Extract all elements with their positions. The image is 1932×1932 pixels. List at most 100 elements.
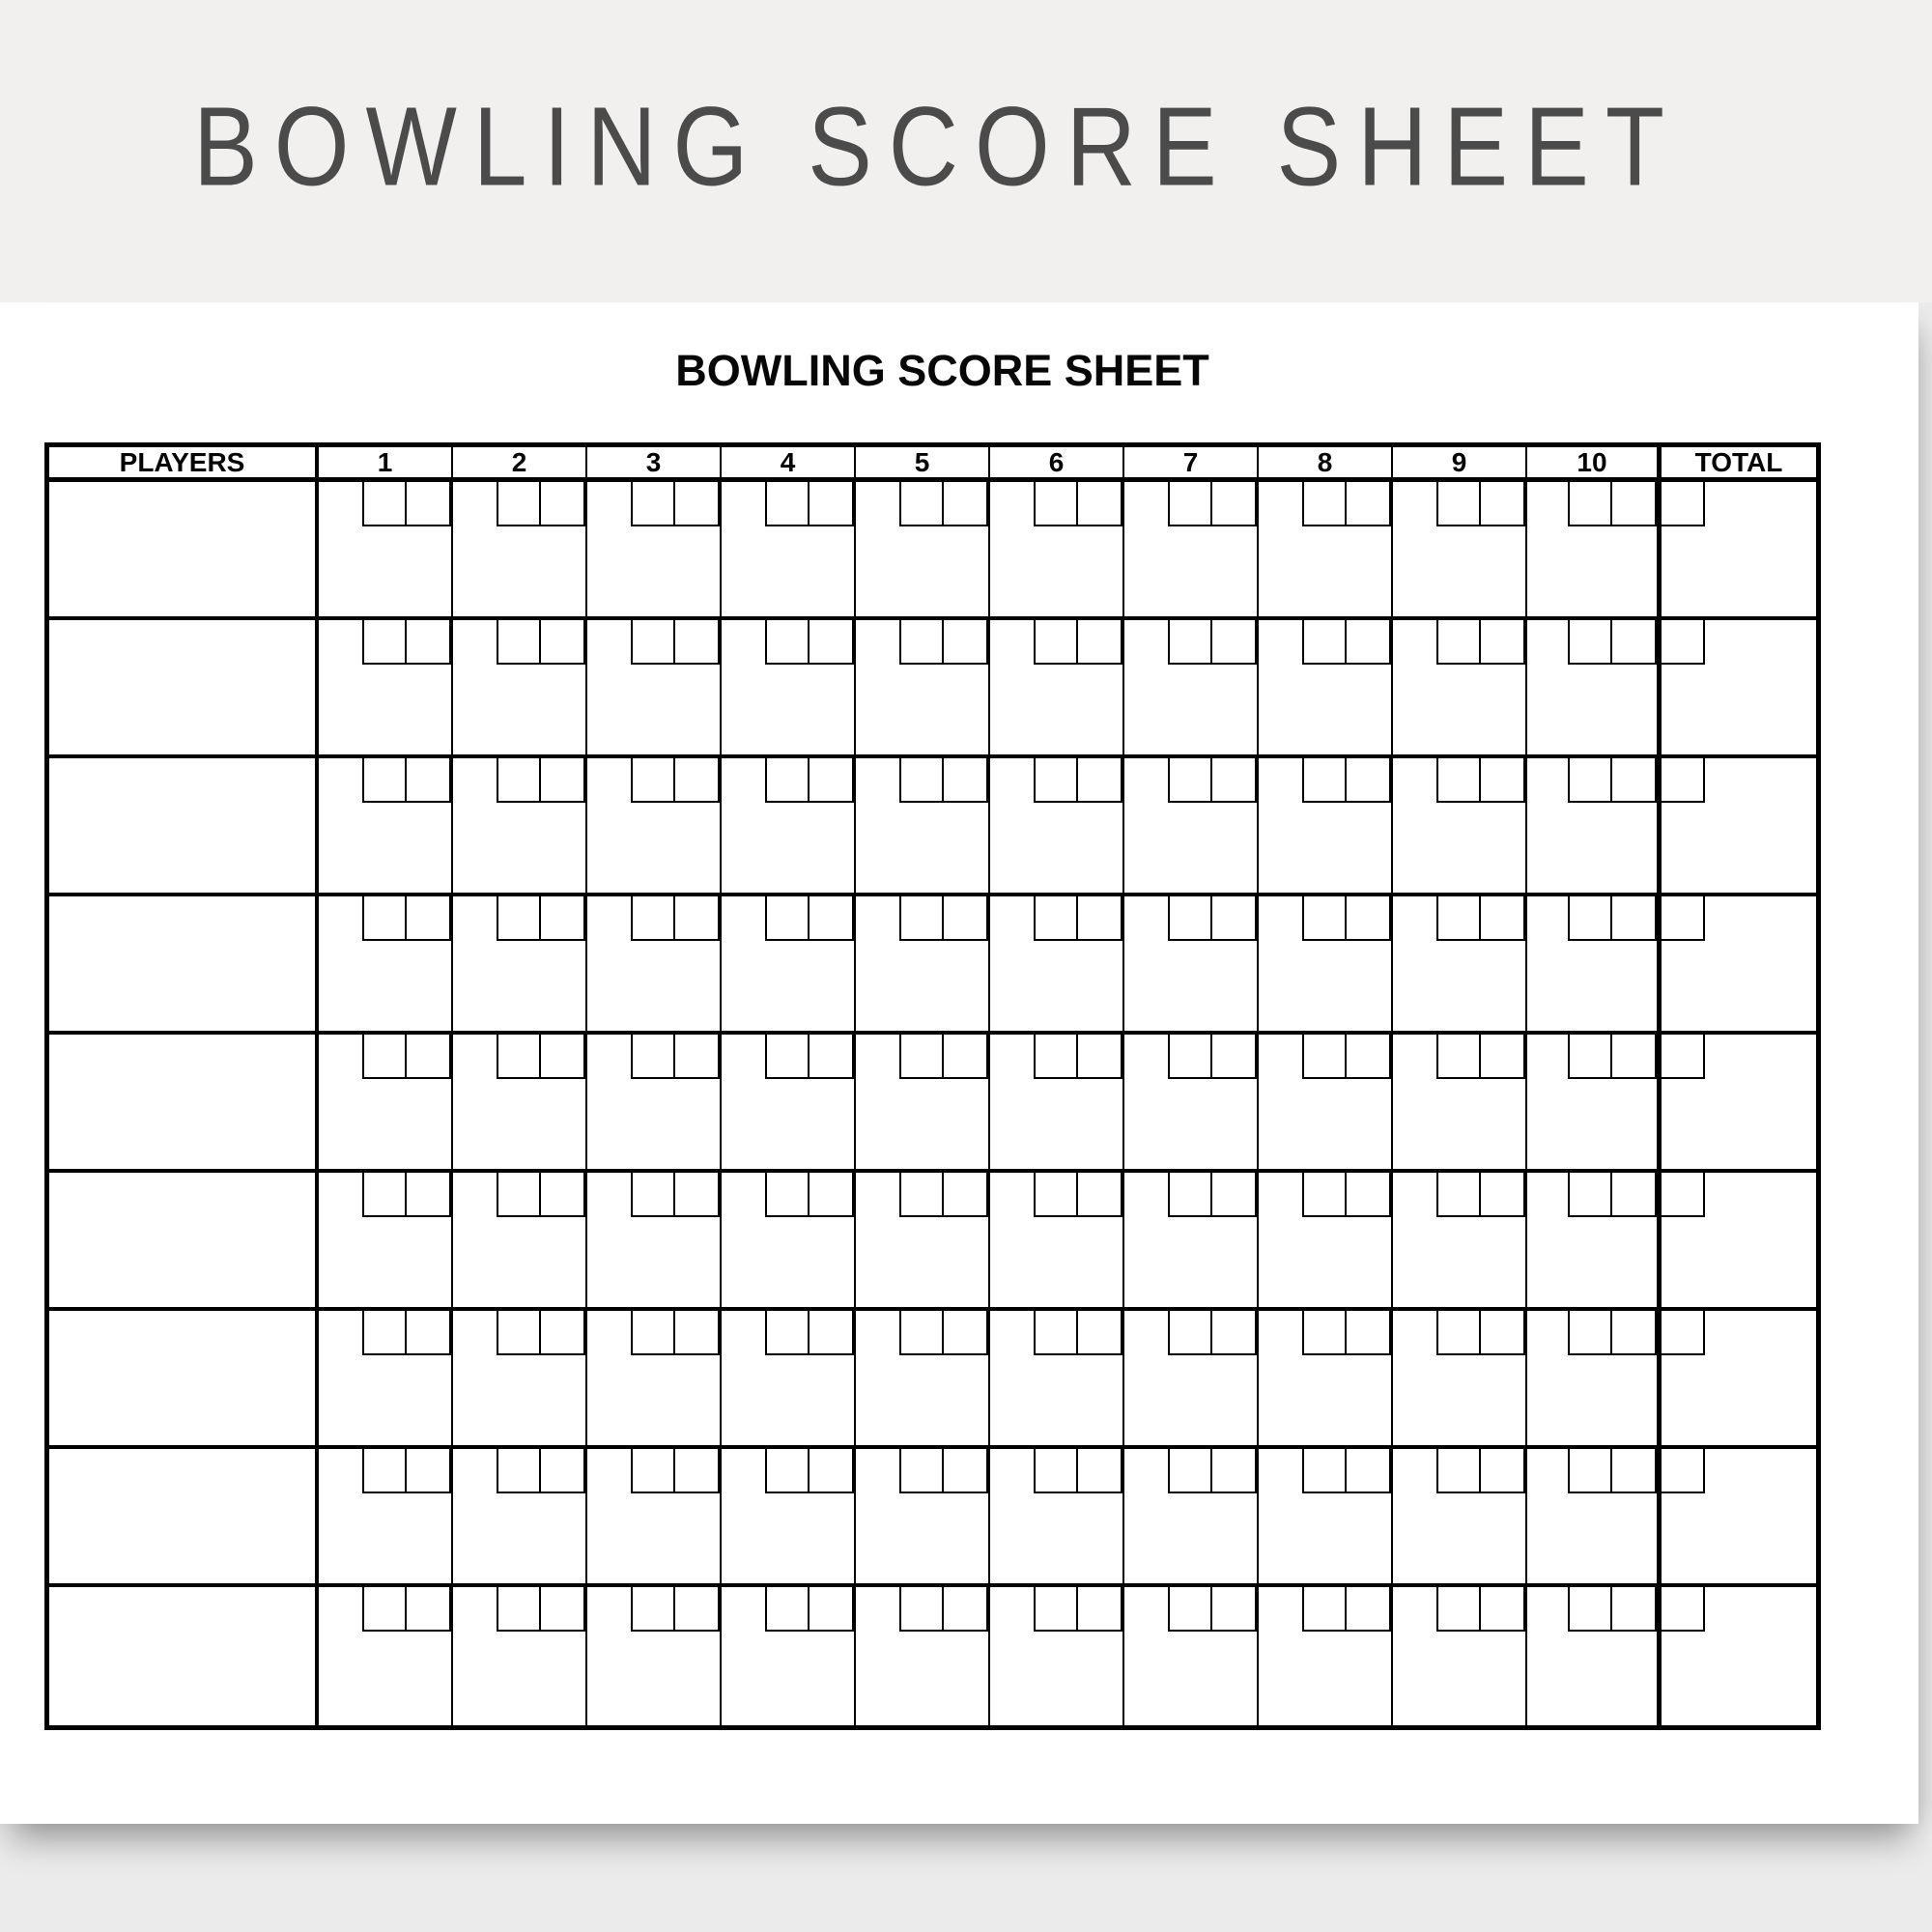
second-throw-box — [944, 896, 988, 941]
throw-boxes — [1168, 482, 1257, 526]
second-throw-box — [1212, 896, 1257, 941]
frame-cell — [1393, 758, 1527, 896]
frame-cell — [1393, 1035, 1527, 1173]
frame-cell — [319, 1035, 453, 1173]
frame-cell — [1527, 1173, 1662, 1311]
frame-cell — [1527, 758, 1662, 896]
throw-boxes — [1568, 896, 1657, 941]
second-throw-box — [1212, 1311, 1257, 1355]
throw-boxes — [1436, 1587, 1525, 1632]
throw-boxes — [1436, 896, 1525, 941]
first-throw-box — [362, 620, 407, 665]
second-throw-box — [944, 620, 988, 665]
total-score-box — [1662, 1587, 1705, 1632]
second-throw-box — [1078, 1587, 1122, 1632]
second-throw-box — [407, 758, 451, 803]
first-throw-box — [899, 896, 944, 941]
first-throw-box — [899, 758, 944, 803]
first-throw-box — [1436, 1311, 1481, 1355]
throw-boxes — [362, 758, 451, 803]
frame-cell — [1527, 1311, 1662, 1449]
second-throw-box — [407, 1173, 451, 1217]
second-throw-box — [1078, 896, 1122, 941]
first-throw-box — [1034, 1173, 1078, 1217]
throw-boxes — [497, 896, 585, 941]
frame-header-cell: 4 — [722, 447, 856, 482]
frame-cell — [1393, 620, 1527, 758]
first-throw-box — [631, 1311, 675, 1355]
second-throw-box — [1347, 1449, 1391, 1493]
throw-boxes — [1168, 1173, 1257, 1217]
second-throw-box — [541, 896, 585, 941]
first-throw-box — [1302, 1587, 1347, 1632]
first-throw-box — [1436, 1449, 1481, 1493]
frame-cell — [587, 1587, 722, 1725]
second-throw-box — [810, 1173, 854, 1217]
throw-boxes — [1436, 620, 1525, 665]
throw-boxes — [1034, 1173, 1122, 1217]
second-throw-box — [675, 1035, 720, 1079]
throw-boxes — [1302, 1587, 1391, 1632]
first-throw-box — [362, 1449, 407, 1493]
first-throw-box — [362, 1311, 407, 1355]
first-throw-box — [1302, 1449, 1347, 1493]
first-throw-box — [497, 1449, 541, 1493]
throw-boxes — [899, 482, 988, 526]
first-throw-box — [1436, 1587, 1481, 1632]
first-throw-box — [631, 1449, 675, 1493]
frame-cell — [1527, 1035, 1662, 1173]
first-throw-box — [765, 620, 810, 665]
throw-boxes — [1034, 620, 1122, 665]
frame-cell — [990, 482, 1124, 620]
second-throw-box — [1078, 1173, 1122, 1217]
player-name-cell — [49, 758, 319, 896]
total-score-box — [1662, 896, 1705, 941]
throw-boxes — [497, 1587, 585, 1632]
frame-cell — [1259, 1449, 1393, 1587]
second-throw-box — [1212, 1587, 1257, 1632]
second-throw-box — [810, 896, 854, 941]
throw-boxes — [899, 1449, 988, 1493]
first-throw-box — [1302, 1035, 1347, 1079]
throw-boxes — [1168, 620, 1257, 665]
frame-cell — [990, 1173, 1124, 1311]
first-throw-box — [899, 1311, 944, 1355]
total-cell — [1662, 1449, 1816, 1587]
frame-cell — [1259, 1173, 1393, 1311]
frame-cell — [587, 482, 722, 620]
player-name-cell — [49, 482, 319, 620]
frame-header-cell: 1 — [319, 447, 453, 482]
throw-boxes — [362, 1173, 451, 1217]
first-throw-box — [497, 758, 541, 803]
total-score-box — [1662, 620, 1705, 665]
first-throw-box — [1302, 482, 1347, 526]
throw-boxes — [899, 1587, 988, 1632]
frame-cell — [1124, 1449, 1259, 1587]
first-throw-box — [362, 1173, 407, 1217]
frame-cell — [1259, 1035, 1393, 1173]
banner: BOWLING SCORE SHEET — [0, 0, 1932, 302]
second-throw-box — [1347, 1587, 1391, 1632]
frame-cell — [1393, 1449, 1527, 1587]
frame-cell — [722, 620, 856, 758]
throw-boxes — [497, 1311, 585, 1355]
frame-cell — [1124, 620, 1259, 758]
second-throw-box — [541, 1587, 585, 1632]
throw-boxes — [362, 1449, 451, 1493]
frame-header-cell: 3 — [587, 447, 722, 482]
sheet-title: BOWLING SCORE SHEET — [675, 346, 1209, 395]
second-throw-box — [675, 1311, 720, 1355]
first-throw-box — [1168, 1035, 1212, 1079]
total-cell — [1662, 1311, 1816, 1449]
throw-boxes — [1302, 896, 1391, 941]
first-throw-box — [1034, 896, 1078, 941]
second-throw-box — [1347, 896, 1391, 941]
second-throw-box — [675, 758, 720, 803]
frame-cell — [587, 1173, 722, 1311]
throw-boxes — [497, 1173, 585, 1217]
total-cell — [1662, 1587, 1816, 1725]
first-throw-box — [1436, 482, 1481, 526]
first-throw-box — [631, 1173, 675, 1217]
second-throw-box — [1612, 758, 1657, 803]
second-throw-box — [944, 1035, 988, 1079]
